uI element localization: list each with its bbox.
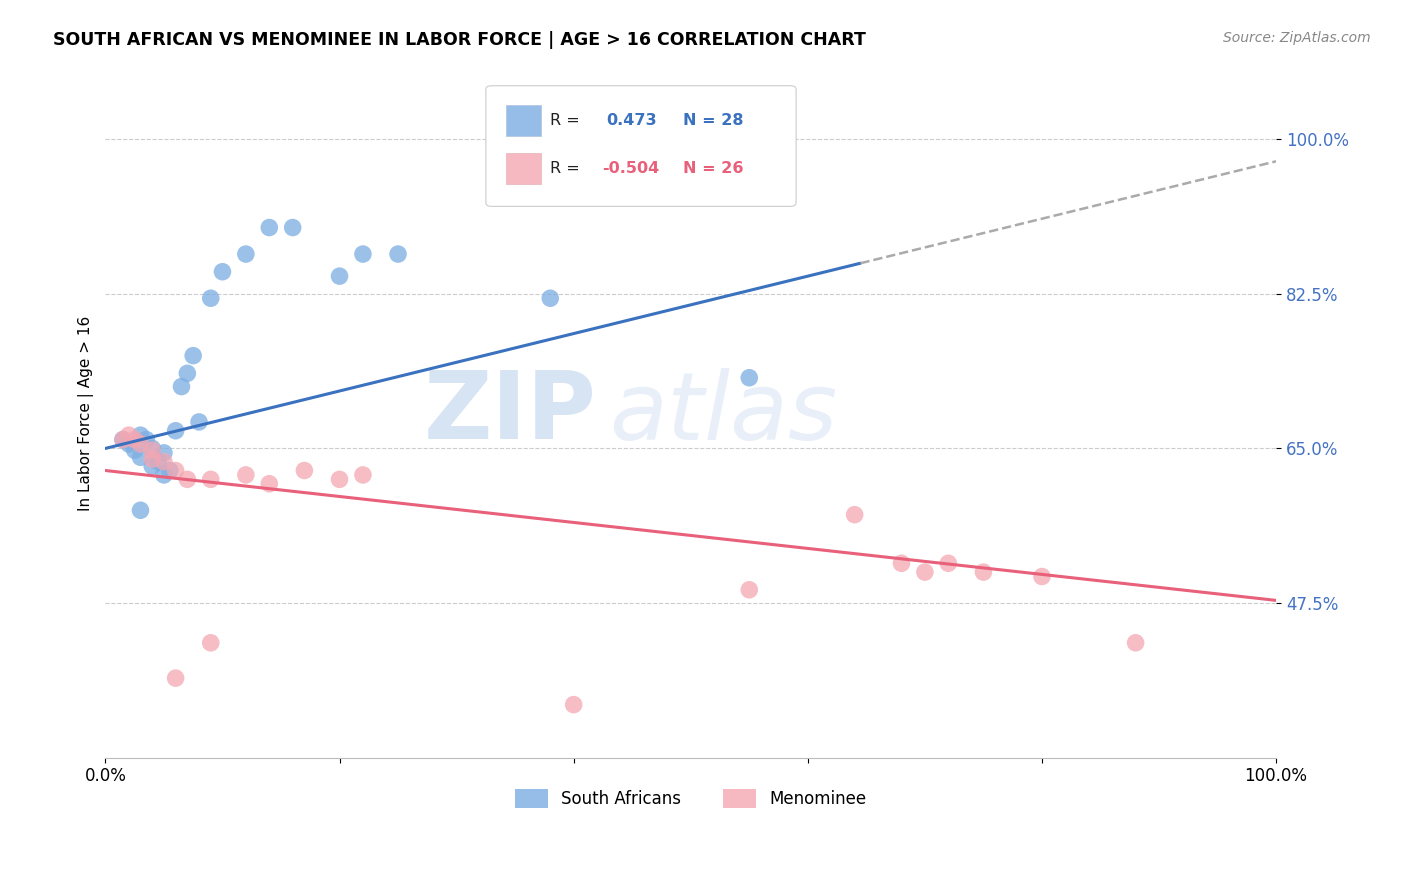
Point: [141, 459, 163, 474]
Point: [352, 467, 374, 482]
Point: [328, 472, 350, 486]
Point: [200, 291, 222, 305]
Point: [118, 437, 141, 451]
Point: [1031, 569, 1053, 583]
Point: [153, 455, 176, 469]
Point: [181, 349, 204, 363]
FancyBboxPatch shape: [486, 86, 796, 206]
Point: [890, 556, 912, 570]
Text: N = 28: N = 28: [682, 112, 742, 128]
Point: [538, 291, 561, 305]
Point: [124, 443, 146, 458]
Point: [165, 463, 187, 477]
Point: [328, 269, 350, 284]
Point: [141, 443, 163, 458]
Point: [141, 452, 163, 467]
Point: [259, 476, 281, 491]
Text: R =: R =: [550, 112, 585, 128]
Point: [111, 433, 134, 447]
Legend: South Africans, Menominee: South Africans, Menominee: [508, 782, 873, 814]
Point: [141, 442, 163, 456]
Point: [129, 503, 152, 517]
Point: [259, 220, 281, 235]
Point: [200, 472, 222, 486]
Point: [135, 433, 157, 447]
Text: Source: ZipAtlas.com: Source: ZipAtlas.com: [1223, 31, 1371, 45]
Point: [972, 565, 994, 579]
Point: [165, 424, 187, 438]
Point: [281, 220, 304, 235]
Point: [176, 367, 198, 381]
Text: -0.504: -0.504: [602, 161, 659, 176]
FancyBboxPatch shape: [506, 104, 541, 136]
Point: [165, 671, 187, 685]
Point: [124, 433, 146, 447]
Point: [211, 265, 233, 279]
Point: [235, 467, 257, 482]
Text: 0.473: 0.473: [606, 112, 657, 128]
Point: [235, 247, 257, 261]
Point: [170, 379, 193, 393]
Point: [129, 437, 152, 451]
Text: R =: R =: [550, 161, 585, 176]
Point: [153, 446, 176, 460]
Point: [153, 467, 176, 482]
Point: [387, 247, 409, 261]
Point: [914, 565, 936, 579]
Point: [1125, 636, 1147, 650]
Text: N = 26: N = 26: [682, 161, 742, 176]
Point: [146, 455, 169, 469]
Point: [176, 472, 198, 486]
Point: [159, 463, 181, 477]
Text: atlas: atlas: [609, 368, 837, 458]
Point: [352, 247, 374, 261]
FancyBboxPatch shape: [506, 153, 541, 184]
Y-axis label: In Labor Force | Age > 16: In Labor Force | Age > 16: [79, 316, 94, 511]
Text: ZIP: ZIP: [425, 368, 598, 459]
Point: [188, 415, 211, 429]
Point: [738, 370, 761, 384]
Point: [562, 698, 585, 712]
Point: [111, 433, 134, 447]
Point: [200, 636, 222, 650]
Point: [844, 508, 866, 522]
Point: [118, 428, 141, 442]
Point: [129, 450, 152, 465]
Point: [936, 556, 959, 570]
Point: [129, 428, 152, 442]
Text: SOUTH AFRICAN VS MENOMINEE IN LABOR FORCE | AGE > 16 CORRELATION CHART: SOUTH AFRICAN VS MENOMINEE IN LABOR FORC…: [53, 31, 866, 49]
Point: [294, 463, 316, 477]
Point: [738, 582, 761, 597]
